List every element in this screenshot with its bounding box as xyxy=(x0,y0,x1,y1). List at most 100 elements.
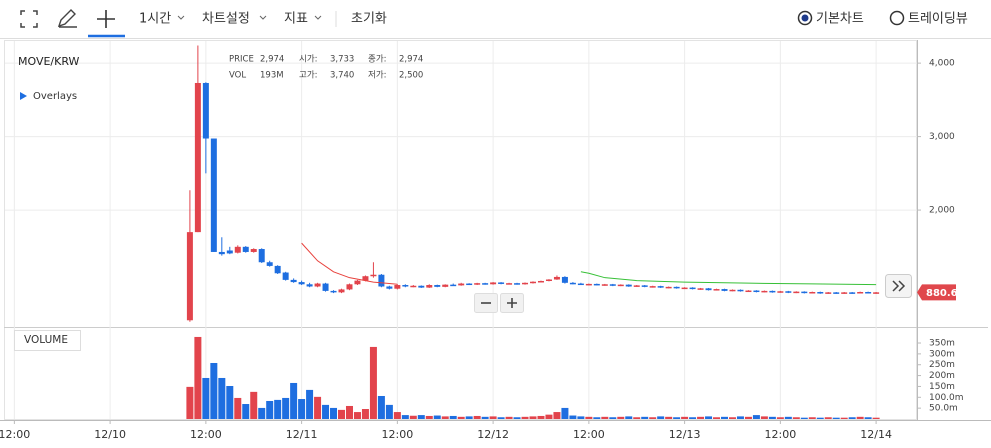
volume-bar xyxy=(433,415,441,419)
volume-bar xyxy=(537,415,545,419)
volume-bar xyxy=(752,415,760,419)
volume-bar xyxy=(856,416,864,419)
candle-body xyxy=(458,283,465,286)
candle-body xyxy=(553,276,560,280)
info-value: 2,974 xyxy=(399,55,423,65)
interval-select[interactable]: 1시간 xyxy=(139,12,171,27)
candle-body xyxy=(865,292,872,294)
candle-body xyxy=(306,284,313,287)
volume-bar xyxy=(792,417,800,419)
volume-bar xyxy=(417,415,425,419)
volume-bar xyxy=(282,397,290,419)
volume-bar xyxy=(250,391,258,419)
candle-body xyxy=(434,285,441,287)
info-value: 2,500 xyxy=(399,71,423,81)
info-label: PRICE xyxy=(229,55,254,65)
pencil-icon[interactable] xyxy=(57,9,77,28)
volume-bar xyxy=(361,409,369,419)
volume-bar xyxy=(657,416,665,419)
candle-body xyxy=(569,282,576,285)
double-chevron xyxy=(892,280,906,292)
overlays-label[interactable]: Overlays xyxy=(33,91,77,102)
candle-body xyxy=(561,276,568,283)
mode-option[interactable]: 트레이딩뷰 xyxy=(908,12,968,27)
volume-bar xyxy=(409,415,417,419)
volume-bar xyxy=(298,399,306,419)
settings-menu[interactable]: 차트설정 xyxy=(202,12,250,27)
candle-body xyxy=(761,290,768,293)
volume-bar xyxy=(736,416,744,419)
volume-bar xyxy=(609,417,617,419)
indicators-menu[interactable]: 지표 xyxy=(284,12,308,27)
candle-body xyxy=(585,283,592,286)
plot-frame xyxy=(4,40,917,420)
volume-bar xyxy=(577,416,585,419)
candle-body xyxy=(689,287,696,290)
volume-tick-label: 350m xyxy=(929,339,955,349)
candle-body xyxy=(266,262,273,266)
x-tick-label: 12:00 xyxy=(573,428,605,441)
candle-body xyxy=(801,291,808,294)
mode-option[interactable]: 기본차트 xyxy=(816,12,864,27)
candle-body xyxy=(402,285,409,287)
candle-body xyxy=(793,291,800,294)
candle-body xyxy=(873,292,880,294)
volume-bar xyxy=(330,407,338,419)
volume-bar xyxy=(705,416,713,419)
fullscreen-icon[interactable] xyxy=(20,10,38,28)
candle-body xyxy=(833,292,840,294)
candle-body xyxy=(817,292,824,294)
volume-bar xyxy=(760,416,768,419)
candle-body xyxy=(242,246,249,252)
volume-bar xyxy=(457,416,465,419)
volume-bar xyxy=(617,416,625,419)
volume-bar xyxy=(832,417,840,419)
x-tick-label: 12:00 xyxy=(0,428,30,441)
volume-bar xyxy=(744,416,752,419)
candle-body xyxy=(673,286,680,289)
volume-bar xyxy=(681,416,689,419)
candle-body xyxy=(809,292,816,294)
candle-body xyxy=(186,232,193,321)
volume-bar xyxy=(601,416,609,419)
candle-body xyxy=(609,284,616,286)
overlays-toggle[interactable] xyxy=(20,92,27,100)
candle-body xyxy=(290,279,297,283)
candle-body xyxy=(729,289,736,292)
x-tick-label: 12/12 xyxy=(477,428,509,441)
x-tick-label: 12:00 xyxy=(190,428,222,441)
volume-bar xyxy=(585,416,593,419)
candle-body xyxy=(617,284,624,287)
volume-bar xyxy=(721,416,729,419)
candle-body xyxy=(482,283,489,285)
candle-body xyxy=(410,285,417,288)
candle-body xyxy=(633,285,640,287)
volume-bar xyxy=(385,404,393,419)
candle-body xyxy=(226,250,233,254)
volume-bar xyxy=(369,346,377,419)
x-tick-label: 12:00 xyxy=(382,428,414,441)
volume-bar xyxy=(202,377,210,419)
volume-bar xyxy=(314,396,322,419)
reset-button[interactable]: 초기화 xyxy=(351,12,387,27)
candle-body xyxy=(849,292,856,294)
crosshair-icon[interactable] xyxy=(97,10,115,28)
y-tick-label: 2,000 xyxy=(929,206,955,216)
volume-bar xyxy=(593,417,601,419)
volume-bar xyxy=(186,386,194,419)
candle-body xyxy=(354,280,361,285)
volume-bar xyxy=(401,415,409,419)
candle-body xyxy=(737,289,744,292)
radio[interactable] xyxy=(889,10,905,26)
toolbar xyxy=(0,0,991,38)
candle-body xyxy=(601,284,608,286)
last-price-badge xyxy=(917,284,956,301)
chevron xyxy=(259,15,267,20)
candle-body xyxy=(713,289,720,291)
volume-tick-label: 300m xyxy=(929,349,955,359)
volume-bar xyxy=(713,417,721,419)
candle-body xyxy=(426,285,433,288)
volume-bar xyxy=(345,405,353,419)
